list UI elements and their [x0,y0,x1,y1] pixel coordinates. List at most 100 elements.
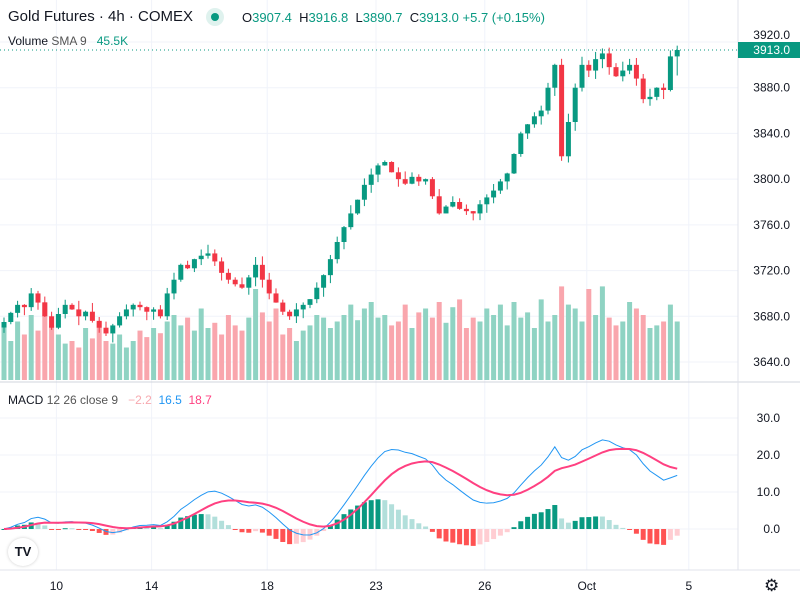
volume-bar [212,322,218,380]
price-tick-label: 3760.0 [753,218,790,232]
candle-body [667,56,673,90]
volume-bar [674,321,680,380]
volume-bar [402,304,408,380]
candle-body [314,287,320,300]
macd-histogram-bar [613,524,619,529]
macd-histogram-bar [674,529,680,536]
volume-bar [559,286,565,380]
macd-histogram-bar [259,529,265,533]
candle-body [613,67,619,77]
macd-histogram-bar [239,529,245,533]
macd-histogram-bar [606,520,612,529]
candle-body [157,309,163,317]
volume-bar [409,328,415,380]
candle-body [565,122,571,157]
macd-histogram-bar [443,529,449,542]
candle-body [559,64,565,157]
macd-histogram-bar [368,500,374,529]
volume-bar [463,328,469,380]
macd-histogram-bar [457,529,463,545]
candle-body [606,53,612,68]
candle-body [457,202,463,209]
candle-body [450,202,456,207]
macd-histogram-bar [429,529,435,532]
price-tick-label: 3640.0 [753,355,790,369]
candle-body [423,179,429,182]
candle-body [361,184,367,200]
volume-bar [191,330,197,380]
volume-legend[interactable]: Volume SMA 9 45.5K [8,34,129,48]
price-tick-label: 3680.0 [753,309,790,323]
volume-bar [375,317,381,380]
macd-legend[interactable]: MACD 12 26 close 9 −2.2 16.5 18.7 [8,393,212,407]
macd-histogram-bar [538,512,544,529]
macd-histogram-bar [559,518,565,529]
volume-bar [205,328,211,380]
candle-body [239,284,245,288]
candle-body [232,279,238,285]
macd-histogram-bar [436,529,442,539]
macd-histogram-bar [395,509,401,529]
candle-body [21,304,27,308]
symbol-title[interactable]: Gold Futures · 4h · COMEX [8,8,194,25]
candle-body [287,311,293,317]
price-tick-label: 3920.0 [753,28,790,42]
settings-gear-icon[interactable]: ⚙ [764,576,780,595]
candle-body [185,264,191,269]
candle-body [382,162,388,166]
volume-bar [593,315,599,380]
macd-tick-label: 20.0 [757,448,781,462]
candle-body [164,293,170,317]
volume-bar [198,308,204,380]
volume-bar [246,317,252,380]
candle-body [1,322,7,328]
volume-bar [477,321,483,380]
volume-bar [368,302,374,380]
candle-body [83,311,89,317]
volume-bar [586,289,592,380]
macd-histogram-bar [348,509,354,529]
macd-histogram-bar [55,529,61,530]
candle-body [497,181,503,191]
volume-bar [28,315,34,380]
candle-body [89,311,95,321]
macd-histogram-bar [212,516,218,529]
macd-histogram-bar [450,529,456,543]
volume-bar [620,321,626,380]
volume-bar [545,321,551,380]
tradingview-logo-icon[interactable]: TV [8,538,38,566]
candle-body [633,64,639,79]
candle-body [525,124,531,134]
candle-body [96,320,102,328]
candle-body [266,279,272,294]
macd-histogram-bar [484,529,490,542]
macd-histogram-bar [531,513,537,529]
volume-bar [627,302,633,380]
volume-bar [518,317,524,380]
macd-histogram-bar [593,516,599,529]
macd-histogram-bar [164,525,170,529]
macd-tick-label: 10.0 [757,485,781,499]
macd-histogram-bar [110,529,116,535]
last-price-badge [738,42,800,58]
volume-bar [35,330,41,380]
volume-bar [531,328,537,380]
macd-histogram-bar [1,529,7,530]
volume-bar [42,302,48,380]
macd-histogram-bar [178,517,184,529]
macd-histogram-bar [185,516,191,529]
macd-histogram-bar [511,527,517,529]
candle-body [470,211,476,214]
volume-bar [83,328,89,380]
candle-body [477,204,483,214]
candle-body [151,309,157,312]
volume-bar [8,341,14,380]
macd-histogram-bar [491,529,497,540]
volume-bar [429,317,435,380]
macd-histogram-bar [266,529,272,536]
macd-histogram-bar [667,529,673,540]
volume-bar [178,325,184,380]
time-tick-label: 18 [261,579,275,593]
macd-histogram-bar [171,521,177,529]
